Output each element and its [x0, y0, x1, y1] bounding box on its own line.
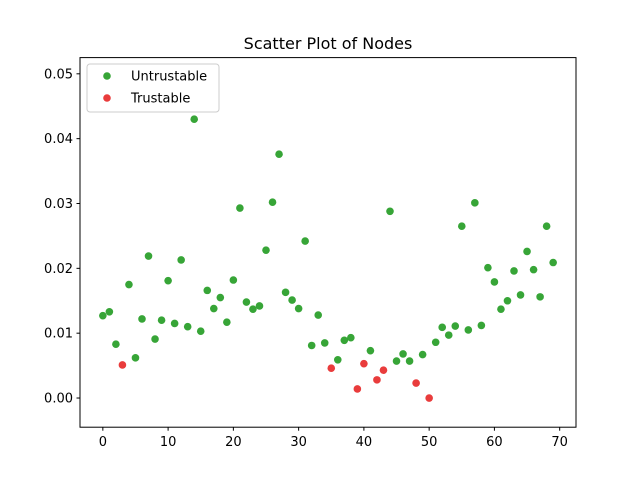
- data-point: [236, 204, 244, 212]
- data-point: [366, 346, 375, 355]
- data-point: [523, 247, 531, 256]
- data-point: [542, 222, 551, 230]
- data-point: [281, 288, 290, 297]
- legend-marker: [103, 72, 111, 80]
- y-tick-label: 0.00: [44, 392, 73, 407]
- data-point: [471, 199, 479, 207]
- data-point: [438, 323, 447, 332]
- data-point: [262, 246, 270, 254]
- data-point: [549, 258, 557, 267]
- data-point: [399, 350, 407, 358]
- data-point: [196, 327, 205, 336]
- data-point: [340, 336, 349, 345]
- data-point: [105, 307, 114, 316]
- data-point: [131, 354, 140, 362]
- data-point: [268, 198, 277, 206]
- data-point: [125, 280, 133, 289]
- data-points: [99, 115, 557, 402]
- data-point: [242, 298, 251, 306]
- y-tick-label: 0.05: [44, 67, 73, 82]
- y-tick-label: 0.03: [44, 197, 73, 212]
- x-tick-label: 60: [486, 435, 503, 450]
- x-tick-label: 0: [99, 435, 107, 450]
- data-point: [412, 379, 420, 387]
- data-point: [275, 150, 283, 159]
- data-point: [144, 252, 153, 260]
- y-tick-label: 0.02: [44, 262, 73, 277]
- legend-marker: [103, 94, 111, 102]
- x-tick-label: 10: [160, 435, 177, 450]
- legend: Untrustable Trustable: [86, 63, 220, 113]
- data-point: [392, 357, 401, 365]
- data-point: [223, 318, 231, 326]
- data-point: [353, 385, 362, 393]
- data-point: [333, 355, 342, 364]
- data-point: [457, 222, 466, 230]
- data-point: [347, 333, 355, 342]
- y-tick-label: 0.04: [44, 132, 73, 147]
- data-point: [99, 311, 107, 320]
- data-point: [112, 340, 120, 349]
- data-point: [484, 263, 492, 272]
- data-point: [229, 276, 238, 284]
- data-point: [464, 326, 473, 334]
- x-tick-label: 40: [356, 435, 373, 450]
- data-point: [294, 304, 303, 313]
- data-point: [151, 335, 159, 343]
- legend-box: [86, 63, 220, 113]
- data-point: [320, 339, 329, 347]
- data-point: [529, 265, 538, 274]
- data-point: [373, 376, 381, 384]
- data-point: [477, 321, 486, 330]
- data-point: [536, 293, 544, 301]
- data-point: [216, 293, 225, 302]
- chart-title: Scatter Plot of Nodes: [244, 34, 413, 53]
- data-point: [183, 322, 192, 331]
- y-tick-label: 0.01: [44, 327, 73, 342]
- axis-ticks: 0 10 20 30 40 50 60 70 0.00 0.01 0.02 0.03 0.04 0.05: [44, 67, 568, 450]
- data-point: [170, 319, 179, 328]
- series-untrustable: [99, 115, 557, 365]
- series-trustable: [118, 359, 433, 402]
- data-point: [301, 237, 309, 245]
- data-point: [164, 276, 172, 285]
- data-point: [138, 315, 146, 323]
- data-point: [418, 350, 427, 359]
- plot-frame: [79, 57, 577, 428]
- x-tick-label: 20: [225, 435, 242, 450]
- legend-label: Trustable: [130, 92, 190, 107]
- data-point: [118, 361, 127, 369]
- data-point: [379, 366, 388, 374]
- data-point: [209, 304, 218, 313]
- data-point: [386, 207, 394, 216]
- data-point: [516, 291, 525, 299]
- data-point: [314, 311, 323, 319]
- data-point: [288, 296, 296, 304]
- data-point: [327, 364, 336, 372]
- data-point: [431, 338, 440, 347]
- data-point: [203, 286, 212, 295]
- data-point: [190, 115, 199, 123]
- data-point: [444, 331, 453, 339]
- data-point: [255, 302, 264, 310]
- x-tick-label: 50: [421, 435, 438, 450]
- data-point: [510, 267, 518, 275]
- x-tick-label: 30: [290, 435, 307, 450]
- data-point: [405, 357, 414, 365]
- data-point: [307, 341, 316, 350]
- data-point: [177, 256, 185, 264]
- data-point: [497, 305, 505, 313]
- data-point: [490, 278, 499, 286]
- data-point: [249, 305, 257, 313]
- data-point: [360, 359, 368, 368]
- data-point: [157, 316, 166, 325]
- x-tick-label: 70: [551, 435, 568, 450]
- legend-label: Untrustable: [131, 70, 207, 85]
- data-point: [451, 322, 460, 330]
- data-point: [503, 296, 512, 305]
- data-point: [425, 394, 433, 402]
